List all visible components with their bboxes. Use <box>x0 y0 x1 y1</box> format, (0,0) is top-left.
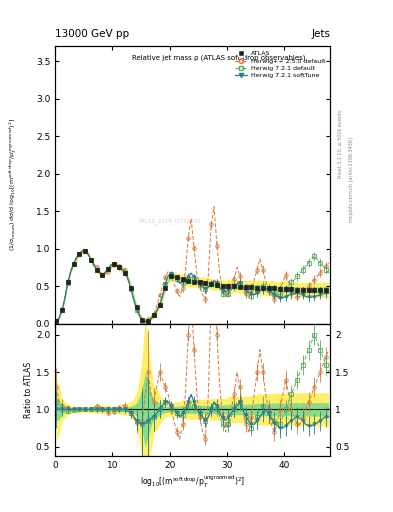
X-axis label: log$_{10}$[(m$^{\mathrm{soft\,drop}}$/p$_T^{\mathrm{ungroomed}}$)$^2$]: log$_{10}$[(m$^{\mathrm{soft\,drop}}$/p$… <box>140 474 245 490</box>
Text: Relative jet mass ρ (ATLAS soft-drop observables): Relative jet mass ρ (ATLAS soft-drop obs… <box>132 54 305 61</box>
Text: Jets: Jets <box>311 29 330 39</box>
Y-axis label: (1/σ$_{\mathrm{resum}}$) dσ/d log$_{10}$[(m$^{\mathrm{soft\,drop}}$/p$_T^{\mathr: (1/σ$_{\mathrm{resum}}$) dσ/d log$_{10}$… <box>8 118 19 251</box>
Text: 13000 GeV pp: 13000 GeV pp <box>55 29 129 39</box>
Text: ATLAS_2019_I1772393: ATLAS_2019_I1772393 <box>139 218 202 224</box>
Y-axis label: Ratio to ATLAS: Ratio to ATLAS <box>24 361 33 418</box>
Text: Rivet 3.1.10, ≥ 500k events: Rivet 3.1.10, ≥ 500k events <box>338 109 342 178</box>
Text: mcplots.cern.ch [arXiv:1306.3436]: mcplots.cern.ch [arXiv:1306.3436] <box>349 137 354 222</box>
Legend: ATLAS, Herwig++ 2.5.0 default, Herwig 7.2.1 default, Herwig 7.2.1 softTune: ATLAS, Herwig++ 2.5.0 default, Herwig 7.… <box>233 49 327 80</box>
